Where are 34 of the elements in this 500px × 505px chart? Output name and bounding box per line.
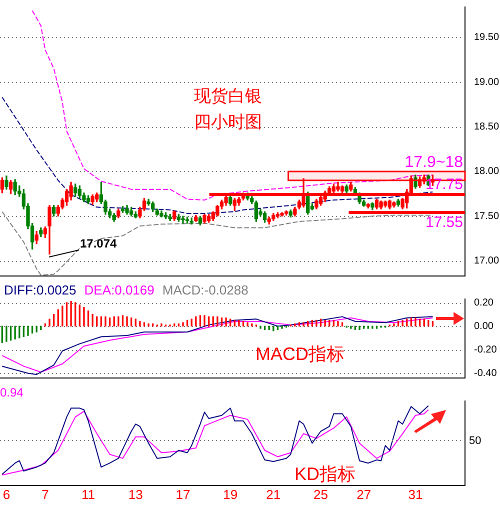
text: 50: [469, 435, 482, 448]
y-tick-label: 17.50: [474, 210, 500, 222]
annotation: 四小时图: [194, 112, 262, 132]
band-label: 17.9~18: [404, 154, 464, 171]
x-tick-label: 11: [82, 486, 96, 502]
x-tick-label: 27: [356, 486, 372, 502]
text: DEA:0.0169: [84, 282, 154, 298]
y-tick-label: -0.20: [474, 344, 498, 356]
x-tick-label: 25: [314, 486, 328, 502]
text: MACD:-0.0288: [162, 282, 248, 298]
y-tick-label: 19.00: [474, 76, 500, 88]
annotation: 17.074: [80, 236, 118, 250]
x-tick-label: 17: [176, 486, 190, 502]
y-tick-label: 18.00: [474, 166, 500, 178]
y-tick-label: 17.00: [474, 256, 500, 267]
y-tick-label: 18.50: [474, 122, 500, 133]
text: DIFF:0.0025: [4, 282, 76, 298]
x-tick-label: 7: [42, 486, 49, 502]
y-tick-label: 0.20: [474, 297, 494, 308]
x-tick-label: 6: [2, 486, 10, 502]
y-tick-label: 19.50: [474, 32, 500, 44]
text: 0.94: [0, 385, 24, 400]
annotation: KD指标: [294, 464, 356, 484]
ref-line-label: 17.75: [425, 176, 463, 194]
annotation: MACD指标: [256, 344, 344, 364]
x-tick-label: 31: [408, 486, 423, 502]
ref-line-label: 17.55: [425, 214, 463, 232]
candlestick: [181, 216, 185, 224]
x-tick-label: 13: [128, 486, 143, 502]
y-tick-label: -0.40: [474, 368, 498, 380]
x-tick-label: 21: [266, 486, 281, 502]
y-tick-label: 0.00: [474, 320, 494, 332]
annotation: 现货白银: [194, 86, 262, 106]
x-tick-label: 19: [223, 486, 238, 502]
